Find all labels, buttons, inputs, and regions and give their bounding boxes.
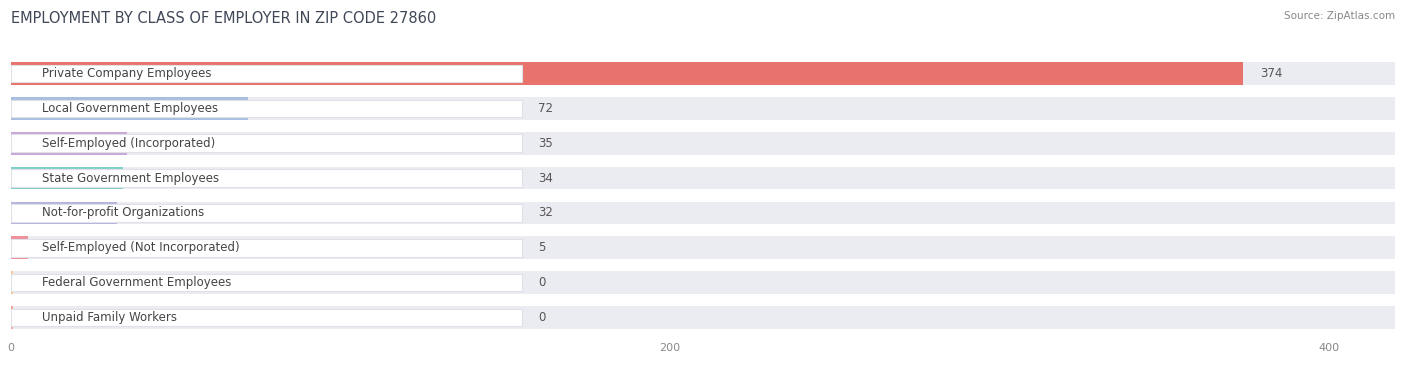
Bar (11, 239, 522, 257)
Bar (11, 306, 1395, 329)
Bar (11, 309, 522, 326)
Bar (11, 169, 522, 187)
Text: Federal Government Employees: Federal Government Employees (42, 276, 231, 289)
Bar (11, 132, 127, 155)
Text: Local Government Employees: Local Government Employees (42, 102, 218, 115)
Text: 0: 0 (538, 276, 546, 289)
Bar (11, 237, 1395, 259)
Text: EMPLOYMENT BY CLASS OF EMPLOYER IN ZIP CODE 27860: EMPLOYMENT BY CLASS OF EMPLOYER IN ZIP C… (11, 11, 436, 26)
Bar (11, 167, 1395, 190)
Text: State Government Employees: State Government Employees (42, 171, 219, 185)
Bar (11, 134, 522, 152)
Text: 374: 374 (1260, 67, 1282, 80)
Text: 32: 32 (538, 206, 554, 220)
Bar (11, 274, 522, 291)
Text: 35: 35 (538, 137, 553, 150)
Bar (11, 132, 1395, 155)
Bar (11, 65, 522, 82)
Text: Unpaid Family Workers: Unpaid Family Workers (42, 311, 177, 324)
Text: Source: ZipAtlas.com: Source: ZipAtlas.com (1284, 11, 1395, 21)
Bar (11, 271, 1395, 294)
Text: Not-for-profit Organizations: Not-for-profit Organizations (42, 206, 204, 220)
Bar (11, 202, 117, 224)
Bar (11, 237, 28, 259)
Bar (11, 204, 522, 222)
Bar (11, 167, 124, 190)
Bar (11, 202, 1395, 224)
Text: 5: 5 (538, 241, 546, 254)
Bar (11, 97, 249, 120)
Bar (11, 97, 1395, 120)
Text: Self-Employed (Incorporated): Self-Employed (Incorporated) (42, 137, 215, 150)
Text: Self-Employed (Not Incorporated): Self-Employed (Not Incorporated) (42, 241, 239, 254)
Text: 34: 34 (538, 171, 554, 185)
Bar (11, 100, 522, 117)
Text: 0: 0 (538, 311, 546, 324)
Bar (11, 62, 1395, 85)
Text: 72: 72 (538, 102, 554, 115)
Text: Private Company Employees: Private Company Employees (42, 67, 211, 80)
Bar (11, 62, 1243, 85)
